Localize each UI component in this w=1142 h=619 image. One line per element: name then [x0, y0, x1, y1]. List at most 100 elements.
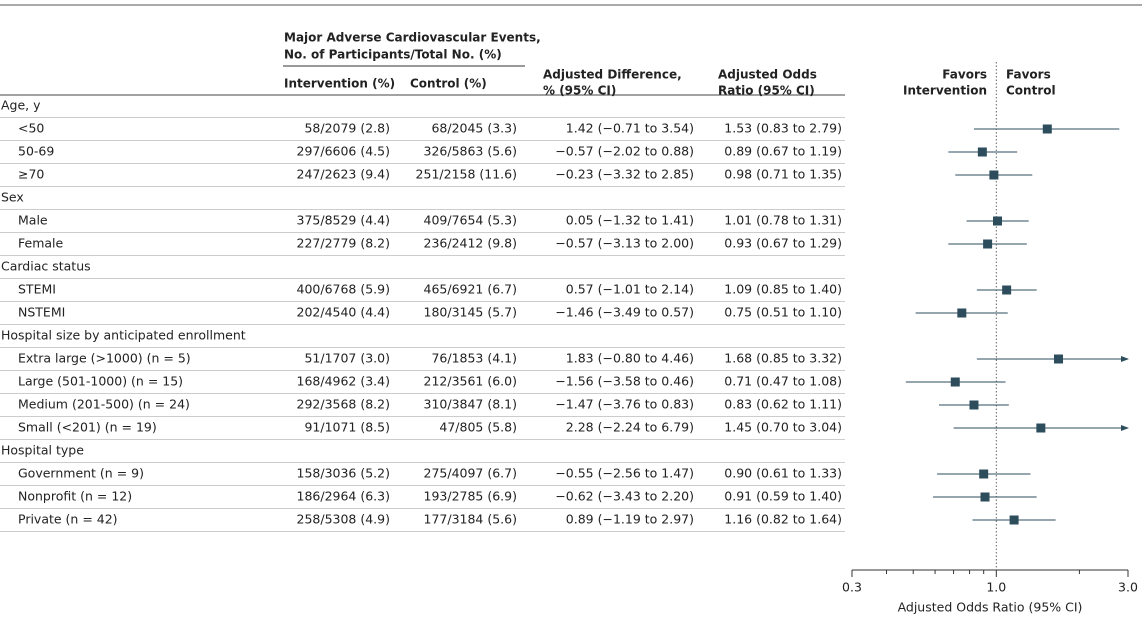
intervention-cell: 186/2964 (6.3)	[297, 489, 391, 504]
x-axis-title: Adjusted Odds Ratio (95% CI)	[898, 600, 1083, 615]
control-cell: 180/3145 (5.7)	[424, 305, 518, 320]
row-label: Extra large (>1000) (n = 5)	[18, 351, 191, 366]
difference-cell: 1.83 (−0.80 to 4.46)	[566, 351, 694, 366]
column-header: Adjusted Difference,	[543, 68, 682, 82]
odds-ratio-cell: 1.53 (0.83 to 2.79)	[724, 121, 842, 136]
control-cell: 177/3184 (5.6)	[424, 512, 518, 527]
intervention-cell: 292/3568 (8.2)	[297, 397, 391, 412]
x-tick-label: 3.0	[1118, 580, 1138, 595]
odds-ratio-cell: 0.98 (0.71 to 1.35)	[724, 167, 842, 182]
control-cell: 251/2158 (11.6)	[416, 167, 517, 182]
row-label: ≥70	[18, 167, 44, 182]
control-cell: 68/2045 (3.3)	[431, 121, 517, 136]
intervention-cell: 51/1707 (3.0)	[304, 351, 390, 366]
point-estimate	[1053, 354, 1063, 364]
point-estimate	[993, 216, 1003, 226]
x-tick-label: 0.3	[842, 580, 862, 595]
intervention-cell: 202/4540 (4.4)	[297, 305, 391, 320]
odds-ratio-cell: 1.09 (0.85 to 1.40)	[724, 282, 842, 297]
odds-ratio-cell: 1.68 (0.85 to 3.32)	[724, 351, 842, 366]
control-cell: 76/1853 (4.1)	[431, 351, 517, 366]
point-estimate	[957, 308, 967, 318]
intervention-cell: 247/2623 (9.4)	[297, 167, 391, 182]
row-label: Medium (201-500) (n = 24)	[18, 397, 190, 412]
odds-ratio-cell: 0.83 (0.62 to 1.11)	[724, 397, 842, 412]
row-label: NSTEMI	[18, 305, 65, 320]
group-label: Cardiac status	[1, 259, 91, 274]
column-header: % (95% CI)	[543, 84, 616, 98]
row-label: <50	[18, 121, 44, 136]
difference-cell: −0.55 (−2.56 to 1.47)	[555, 466, 694, 481]
control-cell: 193/2785 (6.9)	[424, 489, 518, 504]
column-header: Ratio (95% CI)	[718, 84, 815, 98]
favors-label: Favors	[942, 68, 987, 82]
favors-label: Control	[1006, 84, 1056, 98]
intervention-cell: 258/5308 (4.9)	[297, 512, 391, 527]
point-estimate	[977, 147, 987, 157]
row-label: Small (<201) (n = 19)	[18, 420, 157, 435]
difference-cell: −0.62 (−3.43 to 2.20)	[555, 489, 694, 504]
row-label: Private (n = 42)	[18, 512, 118, 527]
difference-cell: −1.46 (−3.49 to 0.57)	[555, 305, 694, 320]
difference-cell: 2.28 (−2.24 to 6.79)	[566, 420, 694, 435]
point-estimate	[989, 170, 999, 180]
group-header: Major Adverse Cardiovascular Events,	[284, 31, 541, 45]
intervention-cell: 297/6606 (4.5)	[297, 144, 391, 159]
control-cell: 236/2412 (9.8)	[424, 236, 518, 251]
point-estimate	[950, 377, 960, 387]
row-label: Large (501-1000) (n = 15)	[18, 374, 183, 389]
intervention-cell: 158/3036 (5.2)	[297, 466, 391, 481]
group-label: Hospital size by anticipated enrollment	[1, 328, 246, 343]
intervention-cell: 227/2779 (8.2)	[297, 236, 391, 251]
group-header: No. of Participants/Total No. (%)	[284, 48, 502, 62]
control-cell: 47/805 (5.8)	[439, 420, 517, 435]
intervention-cell: 58/2079 (2.8)	[304, 121, 390, 136]
odds-ratio-cell: 0.75 (0.51 to 1.10)	[724, 305, 842, 320]
row-label: Nonprofit (n = 12)	[18, 489, 132, 504]
intervention-cell: 168/4962 (3.4)	[297, 374, 391, 389]
odds-ratio-cell: 1.01 (0.78 to 1.31)	[724, 213, 842, 228]
x-tick-label: 1.0	[986, 580, 1006, 595]
row-label: Government (n = 9)	[18, 466, 144, 481]
odds-ratio-cell: 0.91 (0.59 to 1.40)	[724, 489, 842, 504]
difference-cell: 0.57 (−1.01 to 2.14)	[566, 282, 694, 297]
difference-cell: −0.23 (−3.32 to 2.85)	[555, 167, 694, 182]
group-label: Age, y	[1, 98, 41, 113]
point-estimate	[1036, 423, 1046, 433]
control-cell: 310/3847 (8.1)	[424, 397, 518, 412]
point-estimate	[980, 492, 990, 502]
favors-label: Favors	[1006, 68, 1051, 82]
column-header: Intervention (%)	[284, 77, 395, 91]
point-estimate	[1009, 515, 1019, 525]
difference-cell: −1.56 (−3.58 to 0.46)	[555, 374, 694, 389]
group-label: Hospital type	[1, 443, 84, 458]
row-label: 50-69	[18, 144, 54, 159]
control-cell: 275/4097 (6.7)	[424, 466, 518, 481]
point-estimate	[1042, 124, 1052, 134]
point-estimate	[983, 239, 993, 249]
difference-cell: −0.57 (−2.02 to 0.88)	[555, 144, 694, 159]
favors-label: Intervention	[903, 84, 987, 98]
odds-ratio-cell: 0.89 (0.67 to 1.19)	[724, 144, 842, 159]
difference-cell: −0.57 (−3.13 to 2.00)	[555, 236, 694, 251]
odds-ratio-cell: 1.16 (0.82 to 1.64)	[724, 512, 842, 527]
intervention-cell: 91/1071 (8.5)	[304, 420, 390, 435]
column-header: Control (%)	[410, 77, 487, 91]
control-cell: 409/7654 (5.3)	[424, 213, 518, 228]
intervention-cell: 400/6768 (5.9)	[297, 282, 391, 297]
group-label: Sex	[1, 190, 24, 205]
row-label: Male	[18, 213, 48, 228]
control-cell: 465/6921 (6.7)	[424, 282, 518, 297]
point-estimate	[1002, 285, 1012, 295]
point-estimate	[979, 469, 989, 479]
difference-cell: −1.47 (−3.76 to 0.83)	[555, 397, 694, 412]
odds-ratio-cell: 0.93 (0.67 to 1.29)	[724, 236, 842, 251]
difference-cell: 0.89 (−1.19 to 2.97)	[566, 512, 694, 527]
difference-cell: 0.05 (−1.32 to 1.41)	[566, 213, 694, 228]
row-label: Female	[18, 236, 64, 251]
point-estimate	[969, 400, 979, 410]
intervention-cell: 375/8529 (4.4)	[297, 213, 391, 228]
odds-ratio-cell: 1.45 (0.70 to 3.04)	[724, 420, 842, 435]
